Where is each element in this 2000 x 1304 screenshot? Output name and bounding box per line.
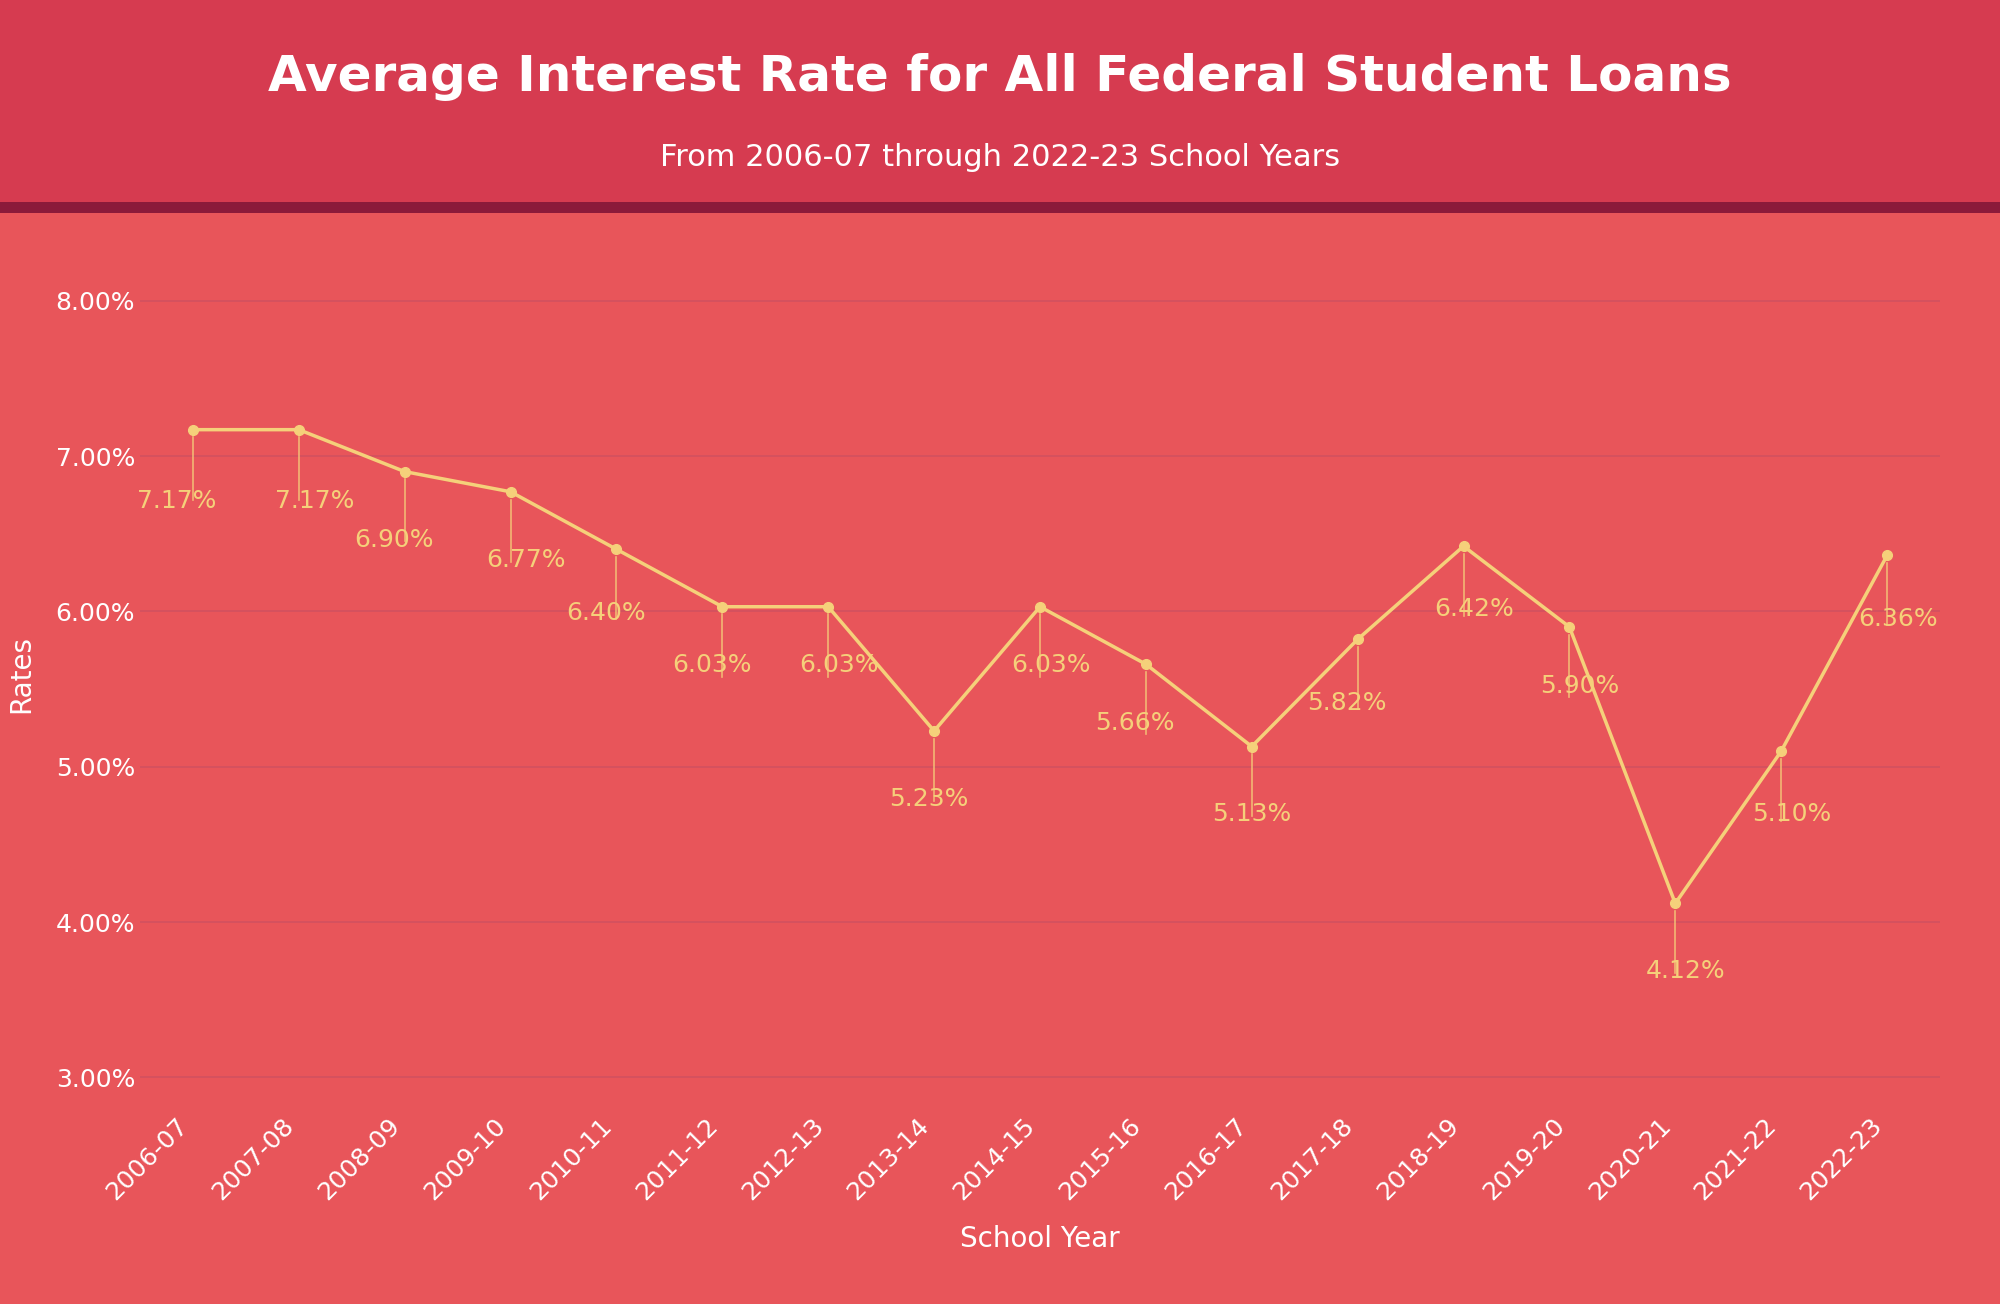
Text: 5.66%: 5.66%	[1096, 711, 1176, 734]
Text: 7.17%: 7.17%	[138, 489, 216, 512]
Text: 6.90%: 6.90%	[354, 528, 434, 552]
Text: 5.23%: 5.23%	[890, 786, 968, 811]
Text: 5.82%: 5.82%	[1308, 691, 1386, 715]
Text: 6.77%: 6.77%	[486, 548, 566, 571]
Text: 6.42%: 6.42%	[1434, 597, 1514, 622]
Text: 5.10%: 5.10%	[1752, 802, 1832, 827]
Y-axis label: Rates: Rates	[6, 635, 34, 712]
Text: 4.12%: 4.12%	[1646, 960, 1726, 983]
Text: 5.13%: 5.13%	[1212, 802, 1292, 827]
Text: 5.90%: 5.90%	[1540, 673, 1620, 698]
Text: 6.03%: 6.03%	[1010, 653, 1090, 677]
Text: Average Interest Rate for All Federal Student Loans: Average Interest Rate for All Federal St…	[268, 52, 1732, 100]
Text: 6.03%: 6.03%	[800, 653, 878, 677]
Text: From 2006-07 through 2022-23 School Years: From 2006-07 through 2022-23 School Year…	[660, 143, 1340, 172]
Text: 6.36%: 6.36%	[1858, 606, 1938, 631]
X-axis label: School Year: School Year	[960, 1226, 1120, 1253]
Text: 6.40%: 6.40%	[566, 601, 646, 625]
Text: 7.17%: 7.17%	[276, 489, 354, 512]
Text: 6.03%: 6.03%	[672, 653, 752, 677]
